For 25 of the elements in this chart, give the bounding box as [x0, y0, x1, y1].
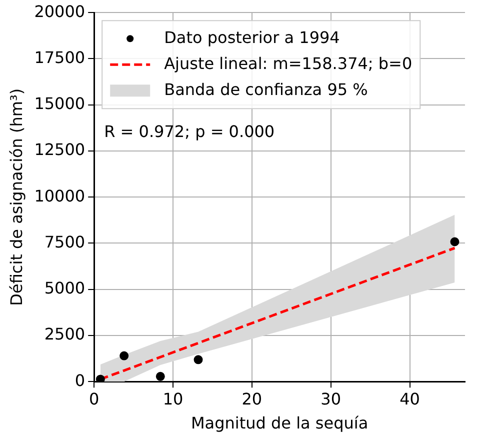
annotation: R = 0.972; p = 0.000: [104, 122, 275, 141]
y-tick-label: 7500: [44, 232, 86, 252]
x-axis-title: Magnitud de la sequía: [190, 414, 368, 433]
y-tick-label: 15000: [34, 94, 86, 114]
y-tick-label: 0: [74, 370, 86, 390]
legend-label: Dato posterior a 1994: [164, 28, 340, 47]
y-tick-label: 20000: [34, 2, 86, 21]
point: [120, 351, 129, 360]
y-tick-label: 5000: [44, 278, 86, 298]
point: [194, 355, 203, 364]
point: [156, 372, 165, 381]
legend-label: Ajuste lineal: m=158.374; b=0: [164, 54, 412, 73]
point: [96, 374, 105, 382]
x-tick-label: 0: [89, 389, 100, 408]
x-tick-label: 20: [242, 389, 262, 408]
x-tick-label: 10: [162, 389, 184, 408]
y-tick-label: 17500: [34, 48, 86, 67]
x-tick-label: 30: [320, 389, 342, 408]
x-tick-label: 40: [400, 389, 420, 408]
y-axis-title: Déficit de asignación (hm³): [6, 88, 26, 306]
point: [450, 237, 460, 246]
legend-label: Banda de confianza 95 %: [164, 80, 368, 99]
y-tick-label: 10000: [34, 186, 86, 206]
y-tick-label: 12500: [34, 140, 86, 160]
y-tick-label: 2500: [44, 324, 86, 344]
